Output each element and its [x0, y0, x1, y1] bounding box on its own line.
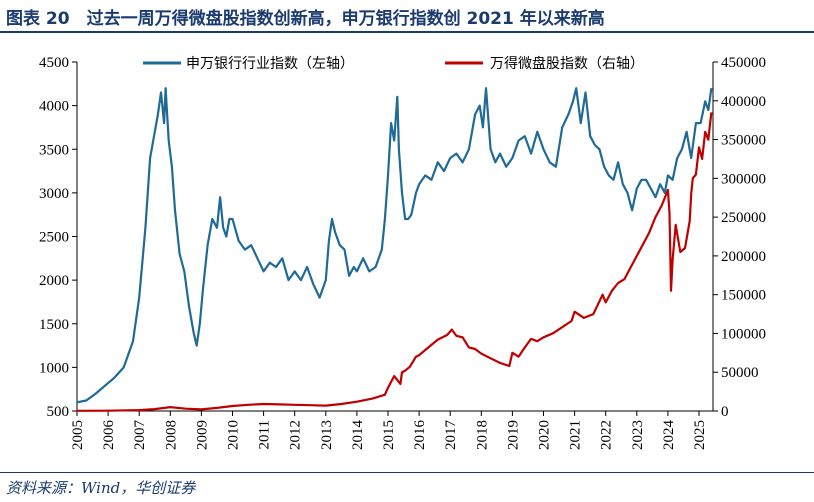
source-divider — [0, 472, 814, 473]
x-tick-label: 2007 — [132, 420, 148, 451]
left-tick-label: 4500 — [39, 55, 69, 71]
x-tick-label: 2020 — [537, 420, 553, 450]
x-tick-label: 2022 — [599, 420, 615, 450]
left-tick-label: 4000 — [39, 99, 69, 115]
right-tick-label: 200000 — [721, 249, 766, 265]
right-tick-label: 350000 — [721, 133, 766, 149]
x-tick-label: 2024 — [661, 420, 677, 451]
axes: 4500 4000 3500 3000 2500 2000 1500 1000 500 45000… — [39, 55, 766, 450]
right-tick-label: 400000 — [721, 94, 766, 110]
right-tick-label: 300000 — [721, 171, 766, 187]
left-tick-label: 3000 — [39, 186, 69, 202]
right-tick-label: 50000 — [721, 365, 759, 381]
x-tick-label: 2010 — [226, 420, 242, 450]
x-tick-label: 2025 — [692, 420, 708, 450]
x-tick-label: 2018 — [474, 420, 490, 450]
x-tick-label: 2008 — [163, 420, 179, 450]
x-tick-label: 2017 — [443, 420, 459, 451]
line-chart: 4500 4000 3500 3000 2500 2000 1500 1000 500 45000… — [39, 55, 766, 450]
x-tick-label: 2019 — [505, 420, 521, 450]
bank-index-line — [76, 87, 713, 404]
x-tick-label: 2013 — [319, 420, 335, 450]
title-divider — [0, 31, 814, 33]
x-tick-label: 2014 — [350, 420, 366, 451]
series-layer — [76, 87, 713, 412]
x-tick-label: 2021 — [568, 420, 584, 450]
left-tick-label: 2500 — [39, 230, 69, 246]
right-tick-label: 0 — [721, 404, 729, 420]
left-tick-label: 1500 — [39, 317, 69, 333]
x-tick-label: 2005 — [70, 420, 86, 450]
left-tick-label: 3500 — [39, 142, 69, 158]
legend-label-bank: 申万银行行业指数（左轴） — [186, 56, 354, 72]
right-tick-label: 150000 — [721, 288, 766, 304]
right-tick-label: 250000 — [721, 210, 766, 226]
left-tick-label: 500 — [47, 404, 70, 420]
left-tick-label: 1000 — [39, 360, 69, 376]
microcap-index-line — [76, 112, 713, 412]
legend-label-microcap: 万得微盘股指数（右轴） — [490, 55, 644, 72]
x-tick-label: 2012 — [288, 420, 304, 450]
right-tick-label: 450000 — [721, 55, 766, 71]
x-tick-label: 2016 — [412, 420, 428, 451]
x-tick-label: 2011 — [257, 420, 273, 449]
source-note: 资料来源：Wind，华创证券 — [6, 479, 196, 497]
x-tick-label: 2006 — [101, 420, 117, 451]
left-tick-label: 2000 — [39, 273, 69, 289]
x-tick-label: 2015 — [381, 420, 397, 450]
right-tick-label: 100000 — [721, 326, 766, 342]
legend: 申万银行行业指数（左轴） 万得微盘股指数（右轴） — [143, 55, 644, 72]
x-tick-label: 2009 — [194, 420, 210, 450]
figure-title: 图表 20 过去一周万得微盘股指数创新高，申万银行指数创 2021 年以来新高 — [6, 9, 605, 29]
x-tick-label: 2023 — [630, 420, 646, 450]
